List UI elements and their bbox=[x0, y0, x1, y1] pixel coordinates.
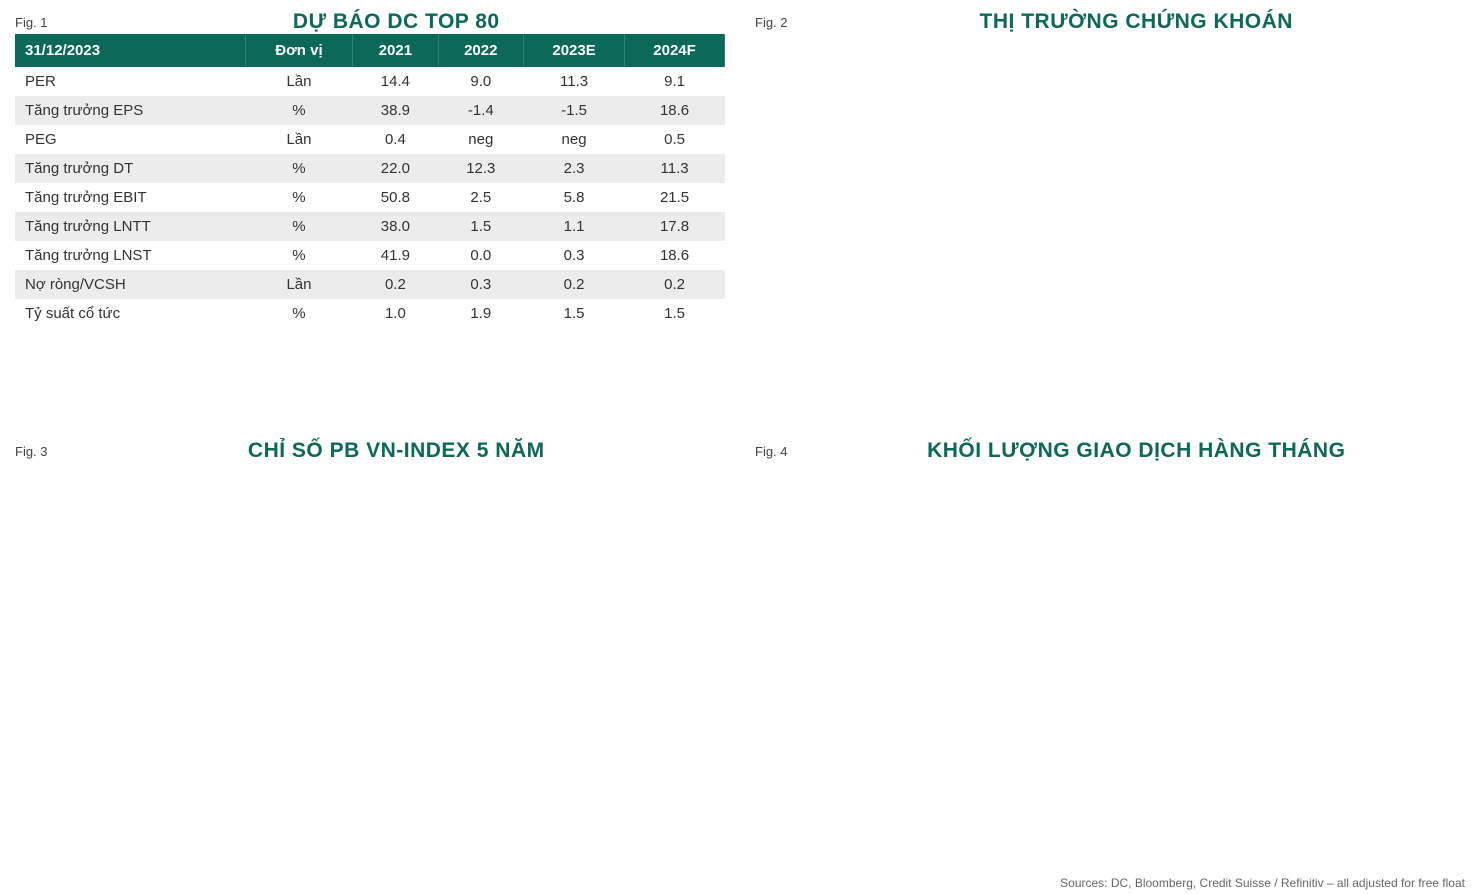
fig4-chart bbox=[755, 463, 1465, 843]
table-row: Tăng trưởng LNST%41.90.00.318.6 bbox=[15, 241, 725, 270]
table-row: Tỷ suất cổ tức%1.01.91.51.5 bbox=[15, 299, 725, 328]
fig2-title: THỊ TRƯỜNG CHỨNG KHOÁN bbox=[808, 10, 1465, 34]
fig1-table: 31/12/2023Đơn vị202120222023E2024F PERLầ… bbox=[15, 34, 725, 328]
fig2-panel: Fig. 2 THỊ TRƯỜNG CHỨNG KHOÁN bbox=[755, 10, 1465, 419]
table-header: 2023E bbox=[524, 34, 625, 67]
table-header: 2022 bbox=[438, 34, 523, 67]
footer-sources: Sources: DC, Bloomberg, Credit Suisse / … bbox=[15, 876, 1465, 890]
table-row: PERLần14.49.011.39.1 bbox=[15, 67, 725, 96]
table-row: Tăng trưởng EPS%38.9-1.4-1.518.6 bbox=[15, 96, 725, 125]
table-row: Tăng trưởng LNTT%38.01.51.117.8 bbox=[15, 212, 725, 241]
fig4-label: Fig. 4 bbox=[755, 444, 788, 459]
table-header: Đơn vị bbox=[245, 34, 352, 67]
fig1-label: Fig. 1 bbox=[15, 15, 48, 30]
fig2-label: Fig. 2 bbox=[755, 15, 788, 30]
table-header: 31/12/2023 bbox=[15, 34, 245, 67]
fig4-title: KHỐI LƯỢNG GIAO DỊCH HÀNG THÁNG bbox=[808, 439, 1465, 463]
fig3-title: CHỈ SỐ PB VN-INDEX 5 NĂM bbox=[68, 439, 725, 463]
fig4-panel: Fig. 4 KHỐI LƯỢNG GIAO DỊCH HÀNG THÁNG bbox=[755, 439, 1465, 848]
fig3-label: Fig. 3 bbox=[15, 444, 48, 459]
fig1-panel: Fig. 1 DỰ BÁO DC TOP 80 31/12/2023Đơn vị… bbox=[15, 10, 725, 419]
fig2-chart bbox=[755, 34, 1465, 414]
table-row: Tăng trưởng EBIT%50.82.55.821.5 bbox=[15, 183, 725, 212]
fig1-title: DỰ BÁO DC TOP 80 bbox=[68, 10, 725, 34]
table-row: PEGLần0.4negneg0.5 bbox=[15, 125, 725, 154]
table-header: 2021 bbox=[353, 34, 438, 67]
fig3-panel: Fig. 3 CHỈ SỐ PB VN-INDEX 5 NĂM bbox=[15, 439, 725, 848]
table-row: Nợ ròng/VCSHLần0.20.30.20.2 bbox=[15, 270, 725, 299]
fig3-chart bbox=[15, 463, 715, 843]
table-row: Tăng trưởng DT%22.012.32.311.3 bbox=[15, 154, 725, 183]
table-header: 2024F bbox=[625, 34, 725, 67]
